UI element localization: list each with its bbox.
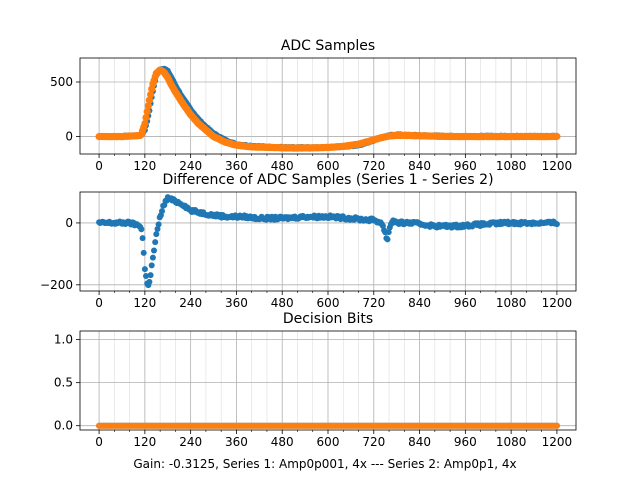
x-tick-label: 840 [408,435,431,449]
axes-frame [79,330,577,431]
series-group [96,194,560,289]
x-tick-label: 0 [95,296,103,310]
data-point [385,229,392,236]
series-2 [95,66,561,152]
data-point [384,236,391,243]
data-point [142,114,150,122]
data-point [145,96,153,104]
data-point [141,119,149,128]
x-tick-label: 720 [362,296,385,310]
x-tick-label: 1080 [496,296,527,310]
x-tick-label: 720 [362,435,385,449]
x-tick-label: 120 [133,435,156,449]
data-point [155,221,162,228]
data-point [139,235,146,242]
data-point [553,221,560,228]
data-point [144,102,152,110]
x-tick-label: 240 [179,296,202,310]
x-tick-label: 0 [95,435,103,449]
chart-title: ADC Samples [281,38,375,54]
data-point [146,278,153,285]
data-point [147,272,154,279]
x-tick-label: 960 [454,159,477,173]
figure-xlabel: Gain: -0.3125, Series 1: Amp0p001, 4x --… [133,457,516,471]
x-tick-label: 1080 [496,435,527,449]
x-tick-label: 0 [95,159,103,173]
chart-panel-1: 0 120 240 360 480 600 720 840 960 1080 1200 0 500 ADC… [50,38,577,173]
axes-frame [79,57,577,155]
chart-title: Decision Bits [283,311,373,327]
data-point [147,91,155,99]
data-point [151,247,157,254]
x-tick-label: 360 [225,159,248,173]
x-tick-label: 720 [362,159,385,173]
x-tick-label: 120 [133,159,156,173]
x-tick-label: 240 [179,159,202,173]
series-1 [96,194,560,289]
x-tick-label: 1080 [496,159,527,173]
x-tick-label: 960 [454,435,477,449]
x-tick-label: 600 [317,159,340,173]
data-point [140,249,147,256]
x-tick-label: 960 [454,296,477,310]
data-point [141,266,148,273]
x-tick-label: 360 [225,296,248,310]
series-2 [96,422,560,429]
data-point [149,254,156,261]
data-point [154,226,161,232]
x-tick-label: 1200 [542,159,573,173]
data-point [148,262,155,269]
y-tick-label: −200 [40,278,73,292]
x-tick-label: 120 [133,296,156,310]
y-tick-label: 1.0 [54,333,73,347]
y-tick-label: 0 [65,130,73,144]
data-point [143,108,151,116]
y-tick-label: 0 [65,216,73,230]
x-tick-label: 360 [225,435,248,449]
series-group [96,422,560,429]
chart-panel-3: 0 120 240 360 480 600 720 840 960 1080 1200 0.0 0.5 1… [54,311,577,449]
chart-title: Difference of ADC Samples (Series 1 - Se… [162,172,493,188]
x-tick-label: 480 [271,296,294,310]
data-point [153,231,160,238]
x-tick-label: 840 [408,159,431,173]
data-point [152,239,159,246]
x-tick-label: 1200 [542,296,573,310]
data-point [143,273,149,279]
chart-panel-2: 0 120 240 360 480 600 720 840 960 1080 1200 −200 0 Di… [40,172,577,310]
x-tick-label: 480 [271,159,294,173]
x-tick-label: 600 [317,435,340,449]
x-tick-label: 1200 [542,435,573,449]
y-tick-label: 0.0 [54,419,73,433]
series-group [95,65,561,152]
y-tick-label: 0.5 [54,376,73,390]
data-point [138,226,145,233]
x-tick-label: 240 [179,435,202,449]
x-tick-label: 840 [408,296,431,310]
axes-frame [79,191,577,292]
data-point [159,208,165,215]
y-tick-label: 500 [50,75,73,89]
data-point [553,132,561,141]
x-tick-label: 480 [271,435,294,449]
data-point [553,422,560,429]
x-tick-label: 600 [317,296,340,310]
